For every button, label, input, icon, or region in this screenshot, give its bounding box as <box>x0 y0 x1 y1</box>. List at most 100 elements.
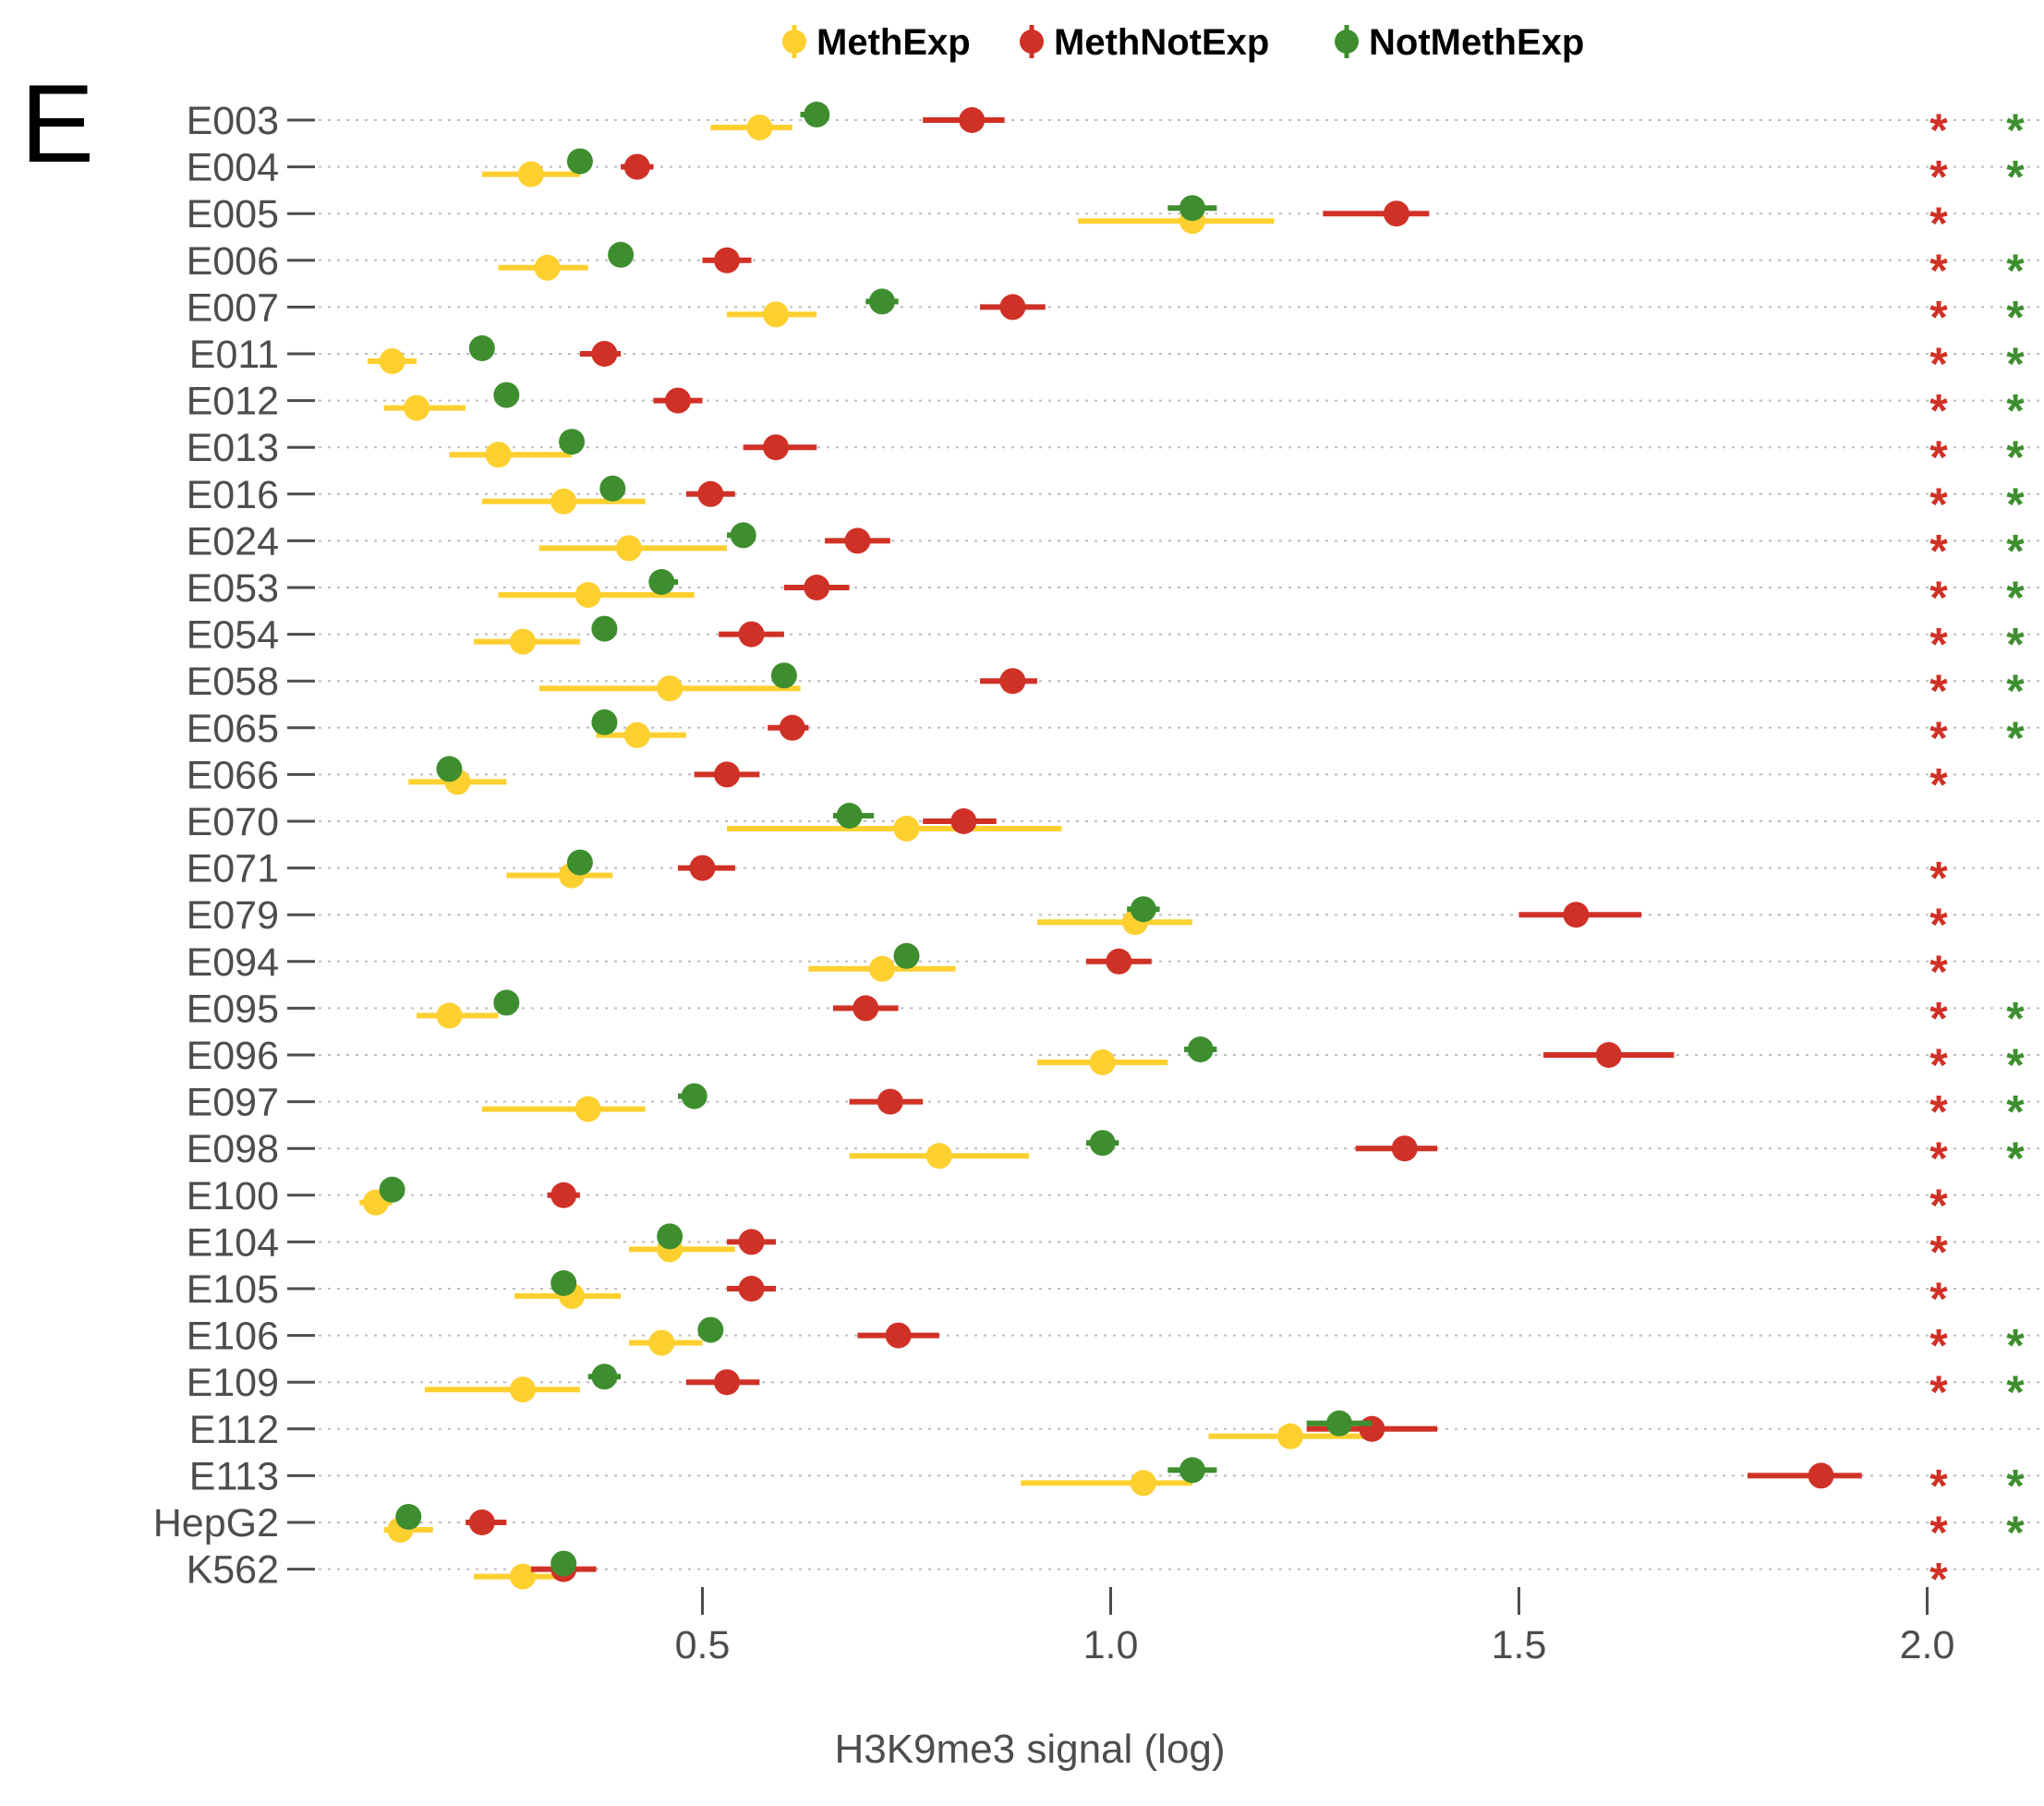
y-tick-label: E113 <box>189 1454 279 1498</box>
significance-star-red: * <box>1929 853 1948 904</box>
y-tick-label: E012 <box>187 380 279 424</box>
x-tick-label: 2.0 <box>1900 1623 1955 1667</box>
data-point <box>1808 1462 1834 1489</box>
significance-star-green: * <box>2006 1039 2025 1091</box>
data-point <box>877 1088 903 1115</box>
significance-star-green: * <box>2006 104 2025 156</box>
significance-star-red: * <box>1929 946 1948 998</box>
data-point <box>950 808 977 834</box>
data-point <box>608 241 635 268</box>
data-point <box>868 288 895 315</box>
data-point <box>779 714 805 741</box>
x-tick-label: 0.5 <box>675 1623 731 1667</box>
data-point <box>550 488 577 515</box>
significance-star-green: * <box>2006 1460 2025 1511</box>
y-tick-label: E006 <box>187 239 279 284</box>
data-point <box>574 582 601 608</box>
significance-star-red: * <box>1929 479 1948 530</box>
y-tick-label: K562 <box>187 1548 279 1593</box>
data-point <box>804 575 830 600</box>
data-point <box>648 1329 675 1356</box>
data-point <box>591 341 618 367</box>
y-tick-label: E013 <box>187 426 279 470</box>
significance-star-red: * <box>1929 525 1948 576</box>
x-axis: 0.5 1.0 1.5 2.0 <box>675 1587 1955 1667</box>
x-tick-label: 1.0 <box>1083 1623 1139 1667</box>
significance-star-green: * <box>2006 712 2025 764</box>
data-point <box>510 1563 537 1590</box>
significance-star-green: * <box>2006 1320 2025 1372</box>
y-tick-label: E004 <box>187 146 279 190</box>
y-tick-label: E098 <box>187 1127 279 1171</box>
significance-star-green: * <box>2006 665 2025 717</box>
significance-star-green: * <box>2006 572 2025 624</box>
data-point <box>853 995 879 1022</box>
data-point <box>1391 1135 1418 1162</box>
data-point <box>468 335 495 361</box>
significance-star-red: * <box>1929 1086 1948 1138</box>
significance-star-red: * <box>1929 104 1948 156</box>
y-tick-label: E071 <box>187 847 279 891</box>
data-point <box>404 394 430 421</box>
y-tick-label: E106 <box>187 1315 279 1359</box>
significance-star-red: * <box>1929 712 1948 764</box>
data-point <box>379 1176 405 1203</box>
significance-star-red: * <box>1929 1554 1948 1606</box>
y-tick-label: E070 <box>187 800 279 844</box>
data-point <box>959 107 986 133</box>
data-point <box>714 761 741 788</box>
significance-star-red: * <box>1929 338 1948 390</box>
data-point <box>730 522 756 549</box>
y-tick-label: E058 <box>187 660 279 704</box>
significance-star-green: * <box>2006 245 2025 297</box>
y-tick-label: E016 <box>187 473 279 517</box>
data-point <box>1106 948 1132 975</box>
data-point <box>664 387 691 414</box>
data-point <box>436 756 463 782</box>
data-point <box>1326 1410 1353 1436</box>
legend-key-dot <box>782 30 806 54</box>
data-point <box>550 1182 577 1208</box>
data-point <box>623 153 650 180</box>
significance-star-green: * <box>2006 479 2025 530</box>
legend: MethExp MethNotExp NotMethExp <box>782 22 1584 63</box>
x-axis-title: H3K9me3 signal (log) <box>834 1727 1225 1772</box>
data-point <box>1359 1415 1385 1442</box>
significance-star-red: * <box>1929 665 1948 717</box>
data-point <box>697 480 724 507</box>
legend-label: NotMethExp <box>1369 22 1584 63</box>
data-point <box>493 382 520 408</box>
significance-star-red: * <box>1929 198 1948 249</box>
y-tick-label: E053 <box>187 566 279 611</box>
significance-star-red: * <box>1929 1226 1948 1278</box>
data-point <box>657 1223 683 1250</box>
data-point <box>379 348 405 374</box>
significance-star-red: * <box>1929 1366 1948 1418</box>
significance-star-green: * <box>2006 1366 2025 1418</box>
significance-star-green: * <box>2006 1133 2025 1184</box>
data-point <box>510 628 537 655</box>
data-point <box>844 527 871 554</box>
y-tick-label: E079 <box>187 893 279 938</box>
data-point <box>999 294 1026 321</box>
data-point <box>485 442 512 468</box>
significance-star-red: * <box>1929 1460 1948 1511</box>
significance-star-green: * <box>2006 619 2025 671</box>
y-tick-label: E065 <box>187 707 279 751</box>
data-point <box>746 115 773 140</box>
data-point <box>714 247 741 273</box>
data-point <box>763 301 790 328</box>
data-point <box>510 1376 537 1403</box>
data-point <box>550 1550 577 1577</box>
significance-star-red: * <box>1929 291 1948 343</box>
significance-star-red: * <box>1929 1039 1948 1091</box>
y-tick-label: E024 <box>187 519 279 564</box>
significance-star-green: * <box>2006 338 2025 390</box>
data-point <box>436 1002 463 1029</box>
x-tick-label: 1.5 <box>1492 1623 1547 1667</box>
significance-star-green: * <box>2006 152 2025 203</box>
data-point <box>868 955 895 982</box>
y-tick-label: E104 <box>187 1220 279 1265</box>
data-point <box>559 429 586 455</box>
significance-star-red: * <box>1929 899 1948 951</box>
